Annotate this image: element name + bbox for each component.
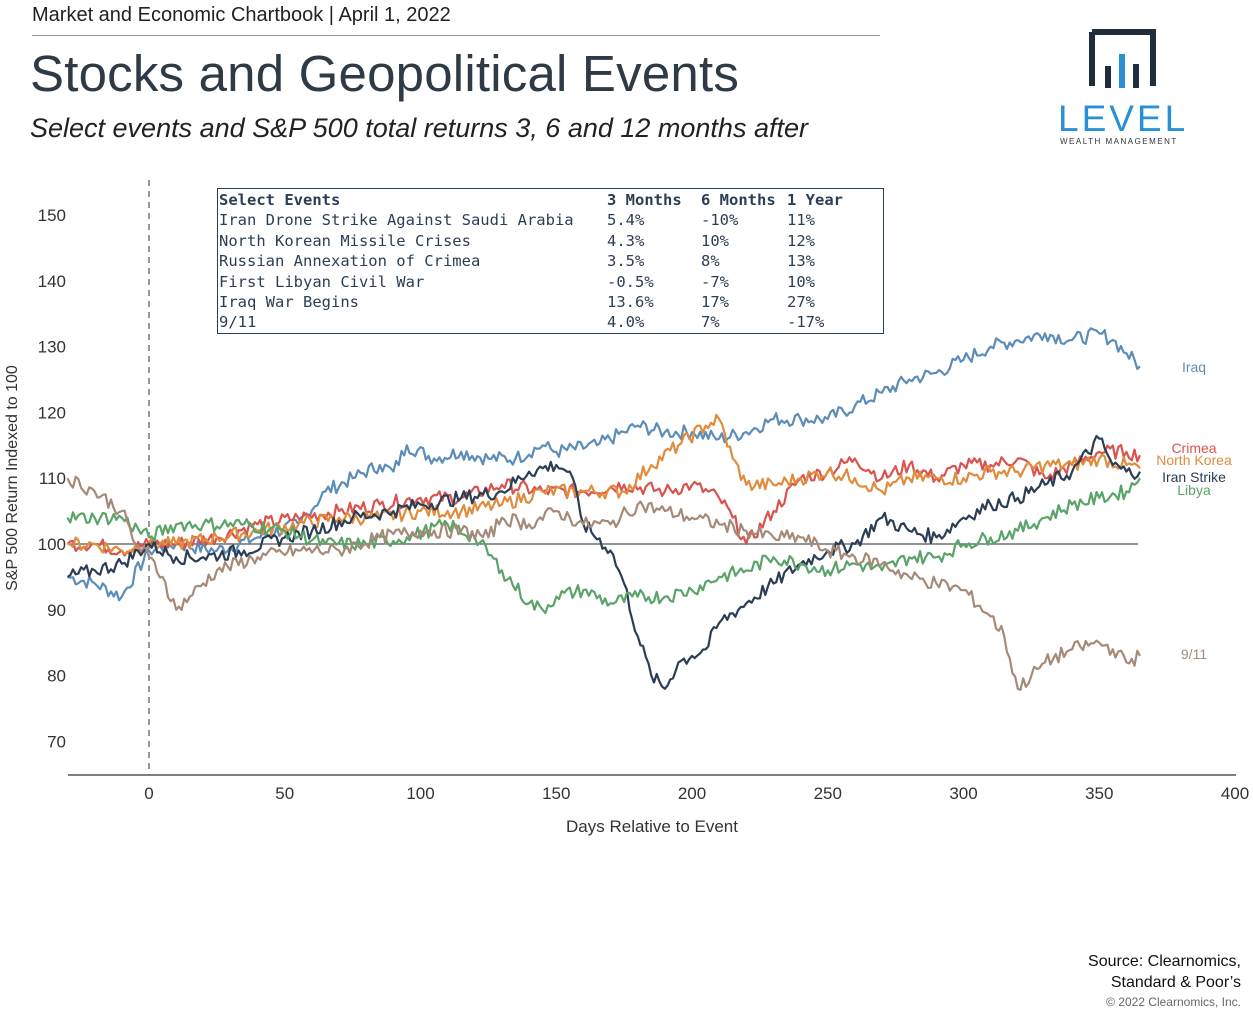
series-line-iran-strike: [66, 435, 1141, 690]
table-header: Select Events: [219, 191, 341, 209]
logo-tagline: WEALTH MANAGEMENT: [1060, 137, 1178, 146]
y-tick-label: 90: [47, 601, 66, 620]
y-tick-label: 140: [38, 272, 66, 291]
page-subtitle: Select events and S&P 500 total returns …: [30, 113, 808, 143]
page-title: Stocks and Geopolitical Events: [30, 45, 740, 102]
y-tick-label: 120: [38, 403, 66, 422]
events-table: Select Events 3 Months 6 Months 1 Year I…: [217, 188, 884, 334]
x-tick-label: 50: [275, 784, 294, 803]
x-tick-label: 400: [1221, 784, 1249, 803]
table-row: Iran Drone Strike Against Saudi Arabia 5…: [219, 210, 867, 230]
table-row: First Libyan Civil War -0.5% -7% 10%: [219, 272, 867, 292]
table-cell: 27%: [787, 293, 815, 312]
copyright-note: © 2022 Clearnomics, Inc.: [1106, 995, 1241, 1009]
table-cell: 10%: [701, 231, 729, 250]
table-cell: 11%: [787, 211, 815, 230]
table-cell: 4.3%: [607, 231, 645, 250]
series-line-libya: [66, 477, 1141, 615]
table-header: 6 Months: [701, 191, 776, 209]
series-line-9-11: [66, 475, 1141, 691]
y-tick-label: 70: [47, 732, 66, 751]
source-line: Standard & Poor’s: [1110, 974, 1241, 991]
logo-wordmark: LEVEL: [1058, 98, 1189, 139]
table-cell: Russian Annexation of Crimea: [219, 252, 481, 271]
table-cell: 7%: [701, 313, 720, 332]
table-cell: 12%: [787, 231, 815, 250]
table-cell: 8%: [701, 252, 720, 271]
table-cell: Iran Drone Strike Against Saudi Arabia: [219, 211, 574, 230]
table-cell: 17%: [701, 293, 729, 312]
series-label: Crimea: [1171, 440, 1216, 456]
y-tick-label: 100: [38, 535, 66, 554]
table-cell: 3.5%: [607, 252, 645, 271]
x-tick-label: 350: [1085, 784, 1113, 803]
y-tick-label: 110: [39, 469, 66, 488]
series-label: North Korea: [1156, 452, 1232, 468]
series-label: Libya: [1177, 482, 1211, 498]
table-row: Russian Annexation of Crimea 3.5% 8% 13%: [219, 251, 867, 271]
table-cell: 5.4%: [607, 211, 645, 230]
table-row: North Korean Missile Crises 4.3% 10% 12%: [219, 231, 867, 251]
table-header: 3 Months: [607, 191, 682, 209]
series-label: Iraq: [1182, 359, 1206, 375]
table-header: 1 Year: [787, 191, 843, 209]
level-logo-mark: [1089, 29, 1156, 88]
table-cell: 4.0%: [607, 313, 645, 332]
table-cell: First Libyan Civil War: [219, 272, 425, 291]
table-cell: -17%: [787, 313, 825, 332]
x-tick-label: 300: [949, 784, 977, 803]
table-header-row: Select Events 3 Months 6 Months 1 Year: [219, 190, 867, 210]
series-label: Iran Strike: [1162, 469, 1226, 485]
x-tick-label: 100: [406, 784, 434, 803]
table-row: Iraq War Begins 13.6% 17% 27%: [219, 292, 867, 312]
x-tick-label: 150: [542, 784, 570, 803]
x-tick-label: 0: [144, 784, 153, 803]
table-cell: -10%: [701, 211, 739, 230]
series-label: 9/11: [1181, 646, 1207, 662]
y-tick-label: 150: [38, 206, 66, 225]
table-row: 9/11 4.0% 7% -17%: [219, 312, 867, 332]
table-cell: 13%: [787, 252, 815, 271]
table-cell: Iraq War Begins: [219, 293, 359, 312]
y-axis-label: S&P 500 Return Indexed to 100: [4, 365, 21, 591]
chart-axes: 0 50 100 150 200 250 300 350 400 70 80 90 100 110 120 1…: [38, 180, 1249, 803]
source-note: Source: Clearnomics, Standard & Poor’s: [1088, 951, 1241, 993]
series-line-north-korea: [67, 413, 1141, 555]
table-cell: -0.5%: [607, 272, 654, 291]
chartbook-header: Market and Economic Chartbook | April 1,…: [32, 4, 451, 26]
header-divider: [32, 35, 880, 36]
series-layer: [66, 327, 1142, 691]
x-tick-label: 200: [678, 784, 706, 803]
y-tick-label: 80: [47, 667, 66, 686]
table-cell: 10%: [787, 272, 815, 291]
table-cell: 13.6%: [607, 293, 654, 312]
table-cell: North Korean Missile Crises: [219, 231, 471, 250]
table-cell: 9/11: [219, 313, 257, 332]
x-tick-label: 250: [814, 784, 842, 803]
x-axis-label: Days Relative to Event: [566, 817, 738, 836]
line-chart: 0 50 100 150 200 250 300 350 400 70 80 90 100 110 120 1…: [4, 180, 1249, 836]
y-tick-label: 130: [38, 338, 66, 357]
table-cell: -7%: [701, 272, 729, 291]
source-line: Source: Clearnomics,: [1088, 953, 1241, 970]
